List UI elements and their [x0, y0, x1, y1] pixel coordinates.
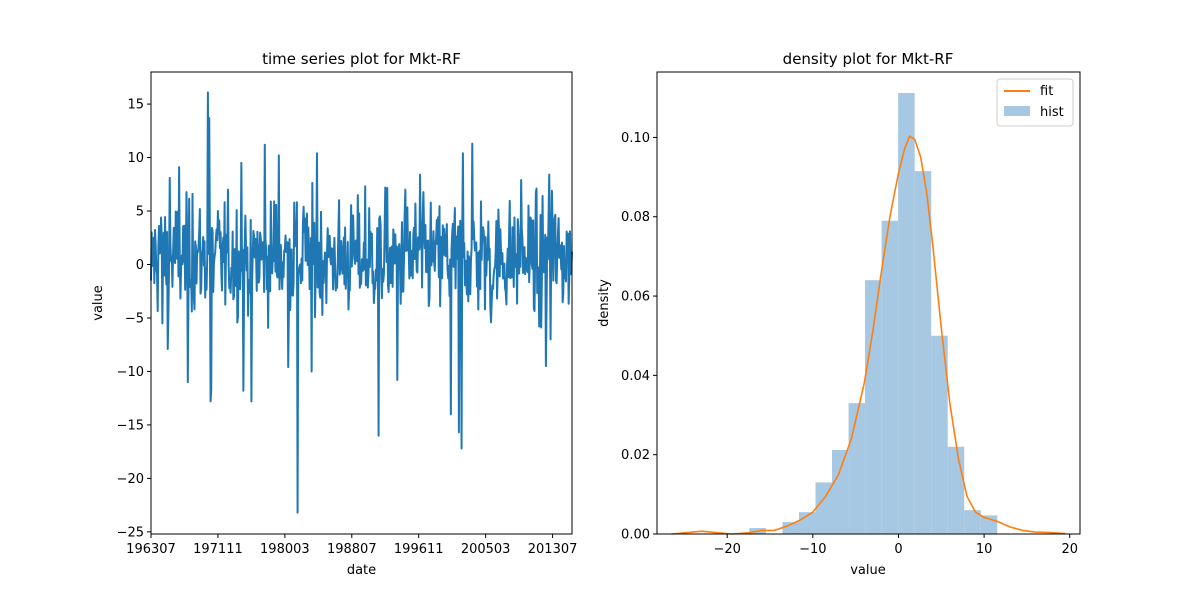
- time-series-y-ticks: −25 −20 −15 −10 −5 0 5 10 15: [117, 98, 151, 540]
- time-series-title: time series plot for Mkt-RF: [262, 50, 461, 68]
- ts-x-tick-label: 201307: [528, 542, 578, 557]
- histogram-bar: [848, 403, 866, 534]
- histogram-bar: [898, 93, 915, 534]
- histogram-bar: [865, 280, 882, 534]
- time-series-x-axis-label: date: [347, 563, 376, 578]
- ts-x-tick-label: 198807: [327, 542, 377, 557]
- histogram-bars: [749, 93, 998, 534]
- density-title: density plot for Mkt-RF: [783, 50, 954, 68]
- histogram-bar: [914, 171, 932, 534]
- density-x-ticks: −20 −10 0 10 20: [713, 534, 1078, 557]
- ts-x-tick-label: 198003: [260, 542, 310, 557]
- time-series-line: [150, 91, 573, 514]
- histogram-bar: [782, 522, 799, 534]
- histogram-bar: [815, 482, 833, 534]
- ts-x-tick-label: 196307: [126, 542, 176, 557]
- density-y-tick-label: 0.04: [621, 369, 650, 384]
- ts-y-tick-label: −25: [117, 525, 144, 540]
- time-series-chart: time series plot for Mkt-RF −25 −20 −15 −10…: [91, 50, 577, 578]
- legend: fit hist: [996, 78, 1074, 127]
- legend-hist-swatch: [1004, 106, 1030, 116]
- legend-fit-label: fit: [1040, 84, 1053, 99]
- time-series-x-ticks: 196307 197111 198003 198807 199611 200503 2013…: [126, 534, 577, 557]
- ts-y-tick-label: 10: [127, 151, 144, 166]
- density-x-axis-label: value: [850, 563, 886, 578]
- density-y-axis-label: density: [597, 279, 612, 327]
- density-y-tick-label: 0.06: [621, 290, 650, 305]
- density-x-tick-label: 10: [976, 542, 993, 557]
- density-y-tick-label: 0.00: [621, 528, 650, 543]
- ts-x-tick-label: 197111: [193, 542, 243, 557]
- ts-x-tick-label: 199611: [394, 542, 444, 557]
- density-y-tick-label: 0.08: [621, 210, 650, 225]
- density-axes-frame: [656, 71, 1081, 535]
- density-x-tick-label: 0: [894, 542, 902, 557]
- histogram-bar: [881, 220, 899, 534]
- ts-y-tick-label: 5: [136, 205, 144, 220]
- time-series-y-axis-label: value: [91, 285, 106, 321]
- histogram-bar: [931, 335, 948, 534]
- density-y-ticks: 0.00 0.02 0.04 0.06 0.08 0.10: [621, 131, 657, 543]
- ts-y-tick-label: −20: [117, 472, 144, 487]
- legend-hist-label: hist: [1040, 105, 1064, 120]
- time-series-axes-frame: [150, 71, 573, 535]
- ts-y-tick-label: −5: [125, 311, 144, 326]
- histogram-bar: [964, 510, 981, 534]
- density-y-tick-label: 0.02: [621, 448, 650, 463]
- histogram-bar: [947, 446, 965, 534]
- ts-y-tick-label: 15: [127, 98, 144, 113]
- density-x-tick-label: −10: [799, 542, 826, 557]
- ts-x-tick-label: 200503: [461, 542, 511, 557]
- ts-y-tick-label: −15: [117, 418, 144, 433]
- ts-y-tick-label: −10: [117, 365, 144, 380]
- ts-y-tick-label: 0: [136, 258, 144, 273]
- histogram-bar: [832, 449, 849, 534]
- density-chart: density plot for Mkt-RF 0.00 0.02 0.04 0.06…: [597, 50, 1081, 578]
- fit-curve: [671, 135, 1066, 535]
- density-x-tick-label: −20: [713, 542, 740, 557]
- density-y-tick-label: 0.10: [621, 131, 650, 146]
- density-x-tick-label: 20: [1061, 542, 1078, 557]
